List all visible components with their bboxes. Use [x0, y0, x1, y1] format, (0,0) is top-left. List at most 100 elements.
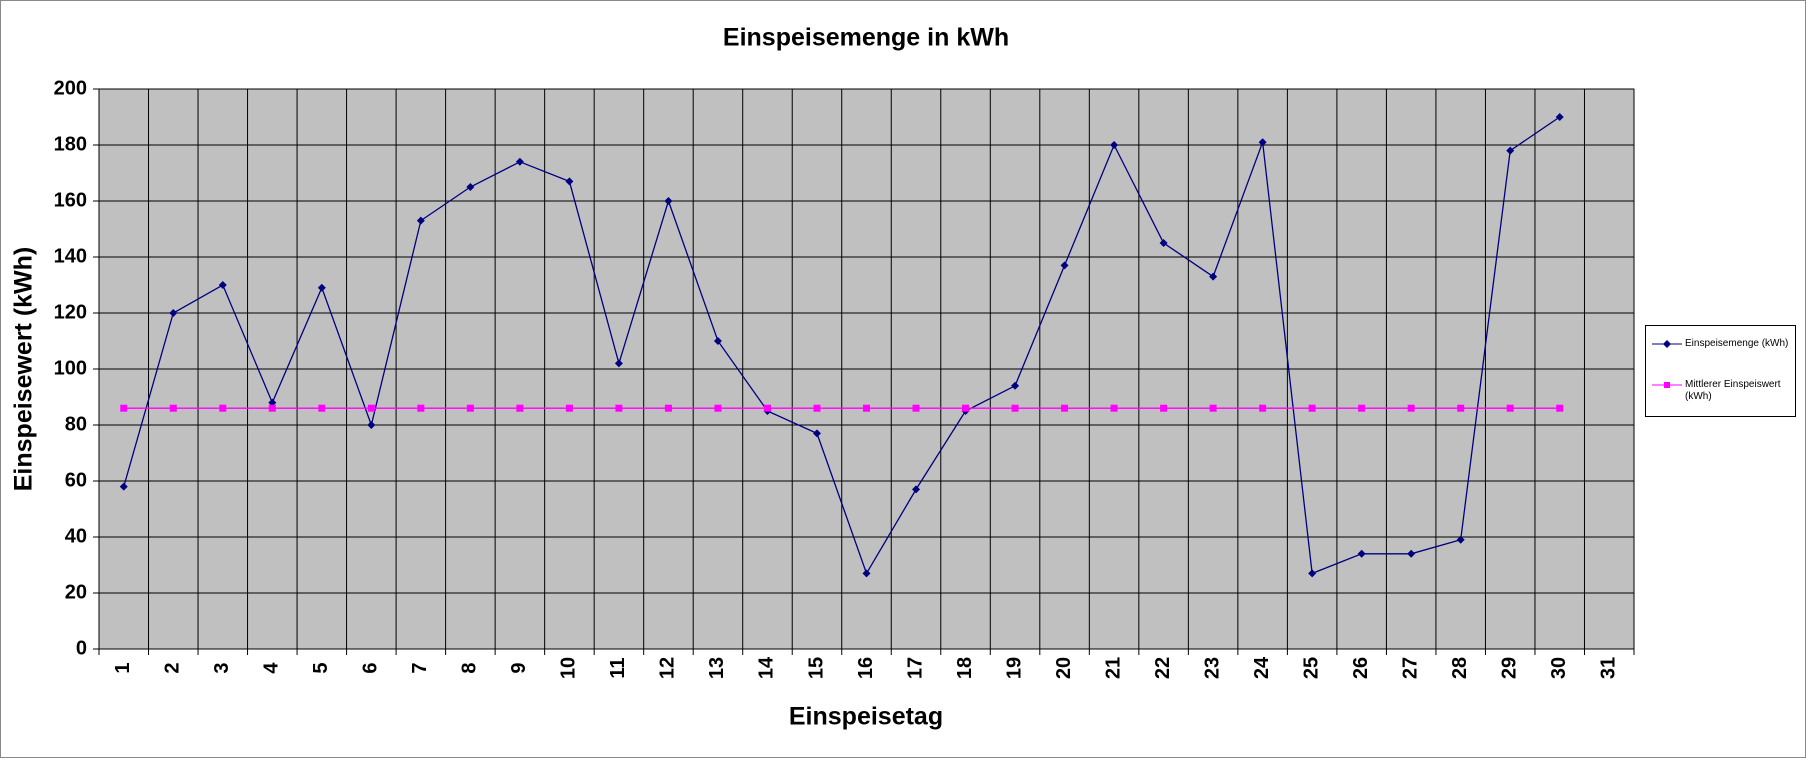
data-point [516, 404, 524, 412]
x-tick-label: 27 [1399, 657, 1421, 679]
x-tick-label: 10 [558, 657, 580, 679]
data-point [1358, 404, 1366, 412]
legend-item: Mittlerer Einspeiswert (kWh) [1652, 379, 1789, 403]
data-point [1110, 141, 1119, 149]
legend: Einspeisemenge (kWh) Mittlerer Einspeiswe… [1645, 325, 1796, 417]
x-tick-label: 28 [1449, 657, 1471, 679]
x-tick-label: 23 [1201, 657, 1223, 679]
legend-item: Einspeisemenge (kWh) [1652, 338, 1789, 350]
x-tick-label: 18 [954, 657, 976, 679]
x-tick-label: 6 [360, 662, 382, 673]
legend-label: Mittlerer Einspeiswert (kWh) [1685, 379, 1781, 402]
x-tick-label: 13 [706, 657, 728, 679]
data-point [862, 569, 871, 578]
x-tick-label: 9 [508, 662, 530, 673]
data-point [219, 404, 227, 412]
x-tick-label: 15 [805, 657, 827, 679]
x-tick-label: 26 [1350, 657, 1372, 679]
data-point [367, 421, 376, 429]
data-point [169, 309, 178, 317]
data-point [1160, 404, 1168, 412]
y-axis-label: Einspeisewert (kWh) [10, 247, 38, 492]
data-point [1407, 549, 1416, 558]
x-tick-label: 11 [607, 657, 629, 678]
data-point [1308, 569, 1317, 578]
data-point [1357, 549, 1366, 558]
x-tick-label: 20 [1053, 657, 1075, 679]
y-tick-label: 180 [54, 133, 87, 155]
data-point [169, 404, 177, 412]
x-tick-label: 7 [409, 662, 431, 673]
y-tick-label: 0 [76, 637, 87, 659]
legend-marker [1664, 382, 1670, 388]
legend-symbol [1652, 382, 1682, 388]
data-point [416, 216, 425, 225]
data-point [614, 359, 623, 368]
y-tick-label: 80 [65, 413, 87, 435]
x-tick-label: 22 [1152, 657, 1174, 679]
data-point [1011, 381, 1020, 390]
data-point [1110, 404, 1118, 412]
x-axis-label: Einspeisetag [789, 703, 943, 731]
data-point [664, 404, 672, 412]
data-point [1258, 138, 1267, 147]
x-tick-label: 3 [211, 662, 233, 673]
data-point [912, 404, 920, 412]
x-tick-label: 17 [904, 657, 926, 679]
x-tick-label: 4 [261, 662, 283, 674]
data-point [1555, 113, 1564, 121]
y-tick-label: 100 [54, 357, 87, 379]
data-point [1407, 404, 1415, 412]
y-tick-label: 20 [65, 581, 87, 603]
data-point [268, 398, 277, 407]
data-point [120, 404, 128, 412]
data-point [565, 177, 574, 186]
data-point [466, 404, 474, 412]
data-point [1457, 404, 1465, 412]
data-point [1506, 146, 1515, 155]
x-tick-label: 24 [1251, 656, 1273, 679]
data-point [367, 404, 375, 412]
legend-label: Einspeisemenge (kWh) [1685, 338, 1789, 349]
x-tick-label: 16 [855, 657, 877, 679]
data-point [812, 429, 821, 438]
chart-title: Einspeisemenge in kWh [723, 24, 1009, 52]
data-point [763, 404, 771, 412]
data-point [318, 404, 326, 412]
x-tick-label: 31 [1598, 657, 1620, 679]
x-tick-label: 29 [1498, 657, 1520, 679]
y-tick-label: 140 [54, 245, 87, 267]
data-point [664, 197, 673, 205]
legend-symbol [1652, 340, 1682, 348]
y-tick-label: 120 [54, 301, 87, 323]
data-point [515, 157, 524, 166]
data-point [1556, 404, 1564, 412]
x-tick-label: 14 [756, 656, 778, 679]
series-line [123, 116, 1561, 575]
data-point [863, 404, 870, 412]
y-tick-label: 160 [54, 189, 87, 211]
data-point [268, 404, 276, 412]
x-tick-label: 19 [1003, 657, 1025, 679]
x-tick-label: 12 [657, 657, 679, 679]
data-point [1060, 261, 1069, 270]
data-point [813, 404, 821, 412]
data-point [417, 404, 425, 412]
data-point [714, 404, 722, 412]
data-point [1061, 404, 1069, 412]
data-point [1308, 404, 1316, 412]
x-tick-label: 30 [1548, 657, 1570, 679]
data-point [615, 404, 623, 412]
y-tick-label: 60 [65, 469, 87, 491]
x-tick-label: 21 [1102, 657, 1124, 679]
data-point [1456, 535, 1465, 544]
data-point [466, 183, 475, 191]
x-tick-label: 8 [459, 662, 481, 673]
data-point [713, 337, 722, 345]
data-point [1506, 404, 1514, 412]
data-point [962, 404, 970, 412]
legend-marker [1663, 340, 1671, 348]
data-point [317, 283, 326, 292]
y-tick-label: 200 [54, 77, 87, 99]
